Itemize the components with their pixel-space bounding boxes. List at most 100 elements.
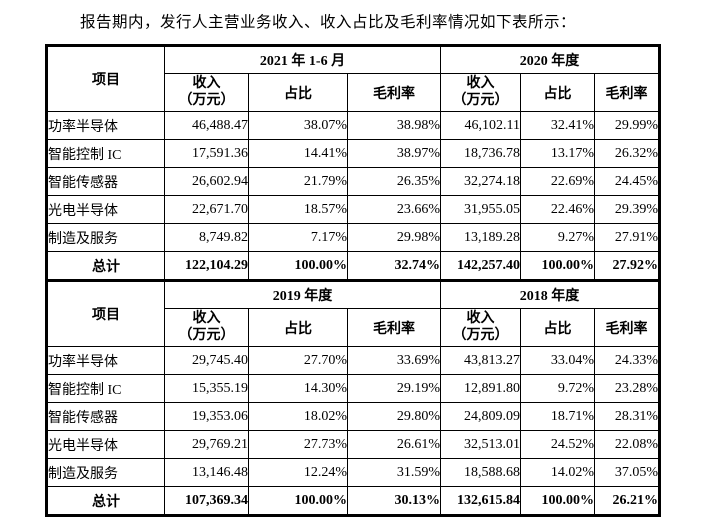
table-row: 光电半导体 29,769.21 27.73% 26.61% 32,513.01 …	[46, 430, 660, 459]
share-cell: 32.41%	[520, 111, 595, 140]
table-row: 功率半导体 46,488.47 38.07% 38.98% 46,102.11 …	[46, 111, 660, 140]
column-header-share: 占比	[520, 308, 595, 347]
revenue-cell: 12,891.80	[440, 374, 521, 403]
margin-cell: 23.28%	[594, 374, 660, 403]
share-cell: 100.00%	[520, 251, 595, 281]
margin-cell: 27.92%	[594, 251, 660, 281]
margin-cell: 26.32%	[594, 139, 660, 168]
column-header-income: 收入 （万元）	[164, 73, 249, 112]
column-header-income: 收入 （万元）	[440, 308, 521, 347]
margin-cell: 33.69%	[347, 346, 441, 375]
row-label: 制造及服务	[46, 223, 165, 252]
share-cell: 14.02%	[520, 458, 595, 487]
margin-cell: 31.59%	[347, 458, 441, 487]
margin-cell: 30.13%	[347, 486, 441, 516]
revenue-cell: 122,104.29	[164, 251, 249, 281]
revenue-cell: 19,353.06	[164, 402, 249, 431]
margin-cell: 24.45%	[594, 167, 660, 196]
period-header-2019: 2019 年度	[164, 280, 441, 309]
share-cell: 100.00%	[248, 486, 348, 516]
margin-cell: 29.99%	[594, 111, 660, 140]
share-cell: 9.27%	[520, 223, 595, 252]
column-header-item: 项目	[46, 280, 165, 347]
margin-cell: 22.08%	[594, 430, 660, 459]
column-header-share: 占比	[248, 308, 348, 347]
column-header-item: 项目	[46, 45, 165, 112]
table-row: 智能控制 IC 15,355.19 14.30% 29.19% 12,891.8…	[46, 374, 660, 403]
share-cell: 27.73%	[248, 430, 348, 459]
revenue-cell: 32,513.01	[440, 430, 521, 459]
share-cell: 12.24%	[248, 458, 348, 487]
share-cell: 14.30%	[248, 374, 348, 403]
revenue-cell: 46,102.11	[440, 111, 521, 140]
margin-cell: 27.91%	[594, 223, 660, 252]
share-cell: 22.69%	[520, 167, 595, 196]
share-cell: 21.79%	[248, 167, 348, 196]
share-cell: 33.04%	[520, 346, 595, 375]
margin-cell: 38.98%	[347, 111, 441, 140]
column-header-margin: 毛利率	[594, 308, 660, 347]
period-header-2018: 2018 年度	[440, 280, 660, 309]
table-row: 智能控制 IC 17,591.36 14.41% 38.97% 18,736.7…	[46, 139, 660, 168]
table-row: 智能传感器 19,353.06 18.02% 29.80% 24,809.09 …	[46, 402, 660, 431]
revenue-cell: 29,745.40	[164, 346, 249, 375]
revenue-cell: 132,615.84	[440, 486, 521, 516]
share-cell: 13.17%	[520, 139, 595, 168]
row-label-total: 总计	[46, 251, 165, 281]
revenue-cell: 43,813.27	[440, 346, 521, 375]
margin-cell: 23.66%	[347, 195, 441, 224]
table-row: 智能传感器 26,602.94 21.79% 26.35% 32,274.18 …	[46, 167, 660, 196]
row-label: 智能控制 IC	[46, 139, 165, 168]
margin-cell: 38.97%	[347, 139, 441, 168]
share-cell: 38.07%	[248, 111, 348, 140]
margin-cell: 26.61%	[347, 430, 441, 459]
period-header-2021h1: 2021 年 1-6 月	[164, 45, 441, 74]
table-row: 光电半导体 22,671.70 18.57% 23.66% 31,955.05 …	[46, 195, 660, 224]
page-title: 报告期内，发行人主营业务收入、收入占比及毛利率情况如下表所示：	[80, 14, 577, 31]
row-label: 光电半导体	[46, 195, 165, 224]
share-cell: 14.41%	[248, 139, 348, 168]
margin-cell: 29.19%	[347, 374, 441, 403]
column-header-share: 占比	[520, 73, 595, 112]
share-cell: 24.52%	[520, 430, 595, 459]
period-header-row: 项目 2019 年度 2018 年度	[46, 280, 660, 347]
sub-header-row: 收入 （万元） 占比 毛利率 收入 （万元） 占比 毛利率	[47, 308, 660, 347]
table-row: 制造及服务 13,146.48 12.24% 31.59% 18,588.68 …	[46, 458, 660, 487]
row-label: 光电半导体	[46, 430, 165, 459]
revenue-cell: 31,955.05	[440, 195, 521, 224]
share-cell: 9.72%	[520, 374, 595, 403]
revenue-cell: 8,749.82	[164, 223, 249, 252]
share-cell: 22.46%	[520, 195, 595, 224]
column-header-margin: 毛利率	[347, 308, 441, 347]
revenue-cell: 29,769.21	[164, 430, 249, 459]
column-header-income: 收入 （万元）	[440, 73, 521, 112]
total-row: 总计 122,104.29 100.00% 32.74% 142,257.40 …	[46, 251, 660, 281]
share-cell: 18.71%	[520, 402, 595, 431]
margin-cell: 37.05%	[594, 458, 660, 487]
revenue-cell: 24,809.09	[440, 402, 521, 431]
margin-cell: 29.98%	[347, 223, 441, 252]
revenue-cell: 26,602.94	[164, 167, 249, 196]
revenue-cell: 18,588.68	[440, 458, 521, 487]
share-cell: 100.00%	[520, 486, 595, 516]
revenue-cell: 142,257.40	[440, 251, 521, 281]
margin-cell: 24.33%	[594, 346, 660, 375]
share-cell: 100.00%	[248, 251, 348, 281]
column-header-margin: 毛利率	[347, 73, 441, 112]
revenue-cell: 107,369.34	[164, 486, 249, 516]
revenue-cell: 46,488.47	[164, 111, 249, 140]
row-label: 功率半导体	[46, 111, 165, 140]
period-header-2020: 2020 年度	[440, 45, 660, 74]
margin-cell: 26.21%	[594, 486, 660, 516]
margin-cell: 26.35%	[347, 167, 441, 196]
main-revenue-tables: 项目 2021 年 1-6 月 2020 年度 收入 （万元） 占比 毛利率 收…	[45, 44, 661, 517]
margin-cell: 32.74%	[347, 251, 441, 281]
column-header-share: 占比	[248, 73, 348, 112]
revenue-cell: 13,189.28	[440, 223, 521, 252]
table-row: 制造及服务 8,749.82 7.17% 29.98% 13,189.28 9.…	[46, 223, 660, 252]
share-cell: 18.57%	[248, 195, 348, 224]
revenue-cell: 18,736.78	[440, 139, 521, 168]
revenue-table-2021-2020: 项目 2021 年 1-6 月 2020 年度 收入 （万元） 占比 毛利率 收…	[45, 44, 661, 282]
row-label-total: 总计	[46, 486, 165, 516]
share-cell: 7.17%	[248, 223, 348, 252]
